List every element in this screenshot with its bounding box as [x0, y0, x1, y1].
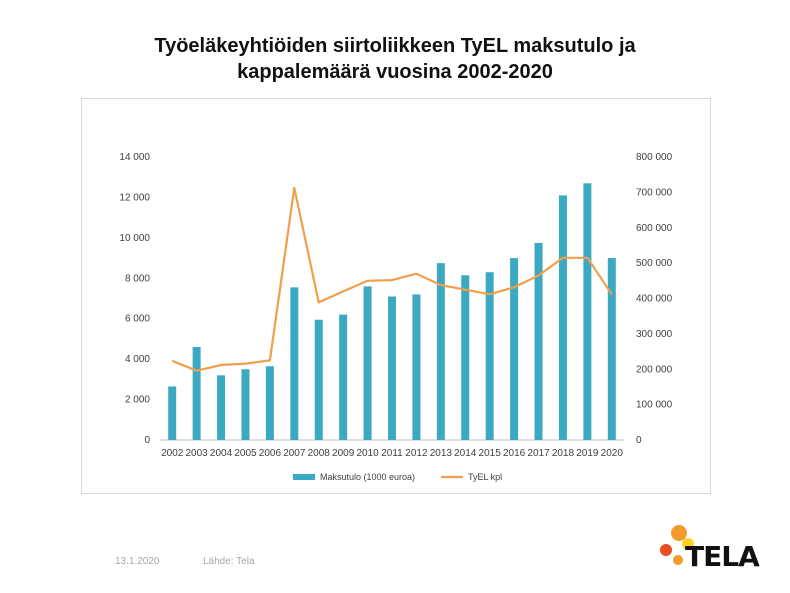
y-left-tick-label: 10 000 — [119, 233, 150, 244]
x-tick-label: 2020 — [601, 448, 624, 459]
bar — [583, 183, 592, 440]
bar — [412, 294, 421, 440]
bar — [485, 272, 494, 440]
y-right-tick-label: 0 — [636, 435, 642, 446]
y-right-tick-label: 300 000 — [636, 329, 673, 340]
bar — [168, 386, 177, 440]
legend-label-bar: Maksutulo (1000 euroa) — [320, 472, 415, 482]
x-tick-label: 2014 — [454, 448, 477, 459]
x-tick-label: 2019 — [576, 448, 599, 459]
bar — [534, 242, 543, 440]
bar — [558, 195, 567, 440]
y-right-tick-label: 100 000 — [636, 400, 673, 411]
x-tick-label: 2009 — [332, 448, 355, 459]
legend-swatch-bar — [293, 474, 315, 480]
logo-text: TELA — [685, 540, 760, 573]
title-line-1: Työeläkeyhtiöiden siirtoliikkeen TyEL ma… — [154, 35, 636, 57]
logo-dot-orange-large — [671, 525, 687, 541]
bar — [607, 258, 616, 440]
logo-dot-red — [660, 544, 672, 556]
bar — [241, 369, 250, 440]
x-tick-label: 2018 — [552, 448, 575, 459]
title-line-2: kappalemäärä vuosina 2002-2020 — [237, 61, 553, 83]
x-tick-label: 2006 — [259, 448, 282, 459]
y-right-tick-label: 800 000 — [636, 152, 673, 163]
bar — [436, 263, 445, 440]
bar — [388, 296, 396, 440]
footer-date: 13.1.2020 — [115, 556, 160, 567]
y-left-tick-label: 0 — [144, 435, 150, 446]
bar — [265, 366, 274, 440]
series-line-tyel-kpl — [171, 186, 613, 372]
y-right-tick-label: 200 000 — [636, 364, 673, 375]
bar — [290, 287, 299, 440]
tela-logo — [660, 525, 694, 565]
bar — [217, 375, 226, 440]
y-left-tick-label: 4 000 — [125, 354, 150, 365]
x-tick-label: 2010 — [356, 448, 379, 459]
x-tick-label: 2007 — [283, 448, 306, 459]
bar — [339, 314, 348, 440]
logo-dot-orange-small — [673, 555, 683, 565]
y-right-tick-label: 600 000 — [636, 223, 673, 234]
footer-source: Lähde: Tela — [203, 556, 255, 567]
x-tick-label: 2013 — [430, 448, 453, 459]
bar — [192, 347, 201, 440]
x-tick-label: 2011 — [381, 448, 403, 459]
x-tick-label: 2002 — [161, 448, 184, 459]
y-left-tick-label: 8 000 — [125, 273, 150, 284]
x-tick-label: 2012 — [405, 448, 428, 459]
bar — [510, 258, 519, 440]
bar — [314, 319, 323, 440]
y-left-tick-label: 6 000 — [125, 314, 150, 325]
x-tick-label: 2008 — [308, 448, 331, 459]
x-tick-label: 2004 — [210, 448, 233, 459]
bar — [363, 286, 372, 440]
y-right-tick-label: 400 000 — [636, 294, 673, 305]
logo-dot-yellow — [682, 538, 694, 550]
legend-label-line: TyEL kpl — [468, 472, 502, 482]
chart-title: Työeläkeyhtiöiden siirtoliikkeen TyEL ma… — [0, 33, 790, 85]
y-right-tick-label: 700 000 — [636, 187, 673, 198]
x-tick-label: 2005 — [234, 448, 257, 459]
y-left-tick-label: 2 000 — [125, 395, 150, 406]
x-tick-label: 2015 — [479, 448, 502, 459]
y-right-tick-label: 500 000 — [636, 258, 673, 269]
y-left-tick-label: 14 000 — [119, 152, 150, 163]
y-left-tick-label: 12 000 — [119, 192, 150, 203]
x-tick-label: 2016 — [503, 448, 526, 459]
bar — [461, 275, 470, 440]
x-tick-label: 2017 — [527, 448, 550, 459]
x-tick-label: 2003 — [186, 448, 209, 459]
